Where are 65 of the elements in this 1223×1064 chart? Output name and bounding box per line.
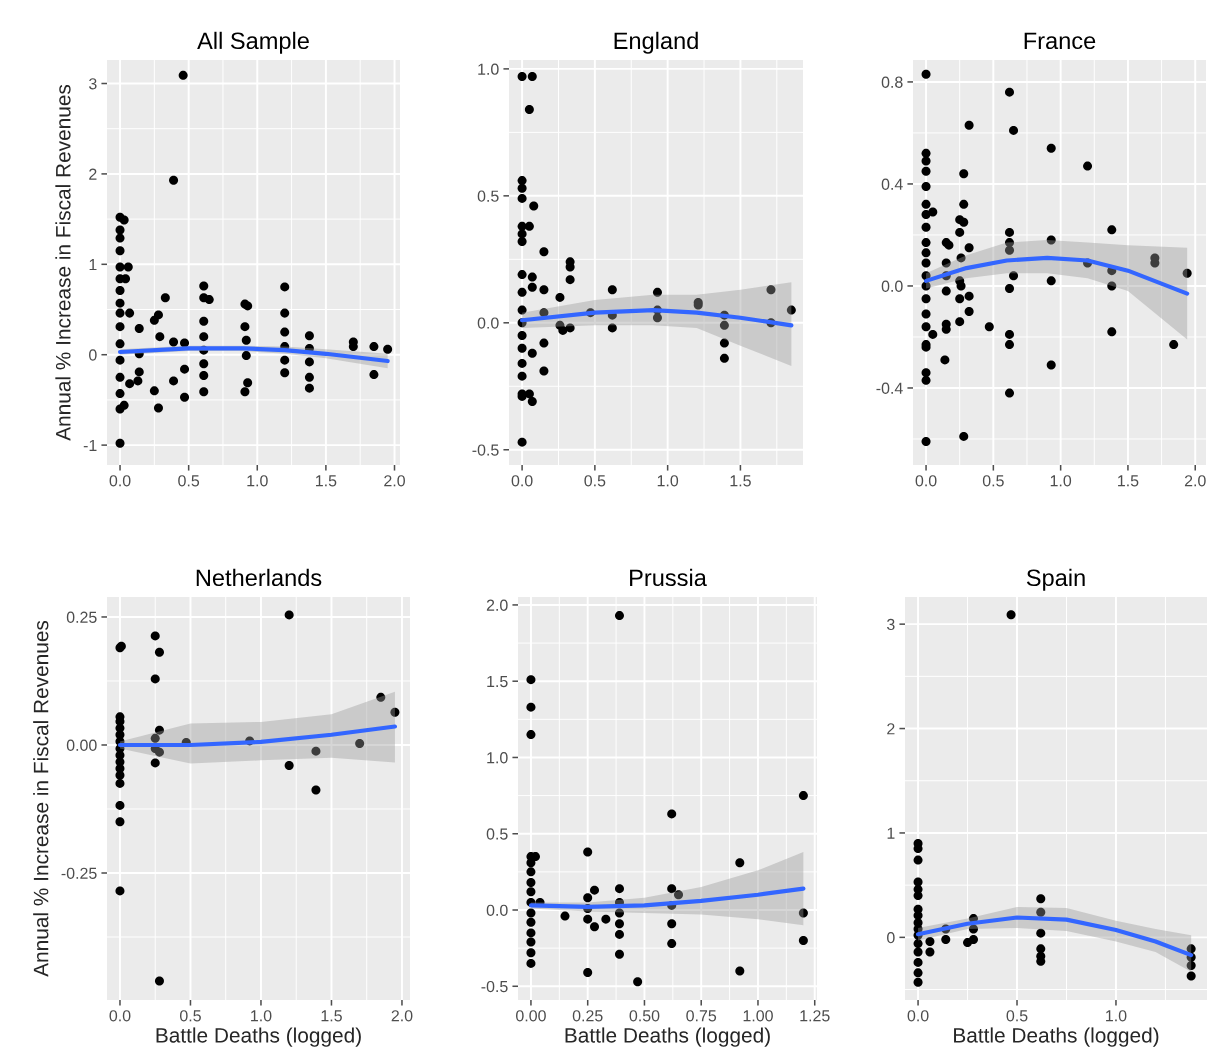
x-axis-title: Battle Deaths (logged)	[565, 1027, 770, 1047]
y-tick-label: 2	[89, 168, 97, 180]
x-tick-label: 1.0	[657, 475, 679, 487]
y-tick-label: 0	[887, 931, 895, 944]
x-tick-label: 1.25	[800, 1010, 830, 1022]
y-tick-label: 0.5	[486, 828, 508, 840]
x-tick-label: 1.5	[730, 475, 751, 487]
x-tick-label: 2.0	[384, 475, 405, 487]
y-tick-label: -0.5	[481, 980, 508, 993]
y-tick-label: -0.25	[61, 867, 97, 879]
y-tick-label: 0.0	[881, 280, 903, 292]
y-tick-label: -0.5	[472, 444, 499, 456]
x-tick-label: 0.5	[178, 475, 200, 487]
y-tick-label: 0	[89, 349, 97, 361]
y-tick-label: 2.0	[486, 599, 508, 611]
x-tick-label: 2.0	[391, 1010, 413, 1022]
x-tick-label: 0.0	[109, 1010, 131, 1022]
y-tick-label: 1	[89, 259, 97, 271]
y-tick-label: -1	[83, 439, 97, 451]
x-tick-label: 0.5	[584, 475, 606, 487]
x-tick-label: 2.0	[1184, 475, 1206, 487]
chart-title: Prussia	[630, 568, 707, 587]
y-tick-label: 1	[887, 827, 895, 839]
x-tick-label: 0.50	[629, 1010, 660, 1022]
chart-title: Netherlands	[196, 568, 322, 587]
y-tick-label: 0.25	[66, 611, 97, 623]
y-tick-label: 0.8	[881, 76, 903, 88]
y-tick-label: 0.00	[66, 739, 97, 751]
x-tick-label: 0.00	[516, 1010, 546, 1022]
chart-title: France	[1024, 32, 1096, 50]
x-tick-label: 0.0	[511, 475, 533, 487]
chart-title: Spain	[1026, 568, 1085, 591]
x-tick-label: 0.0	[915, 475, 937, 487]
x-tick-label: 1.5	[321, 1010, 342, 1022]
x-tick-label: 1.0	[251, 1010, 272, 1022]
y-tick-label: 0.4	[881, 178, 903, 190]
x-tick-label: 1.5	[316, 475, 337, 487]
y-tick-label: 0.0	[477, 317, 499, 329]
x-tick-label: 1.0	[247, 475, 268, 487]
x-tick-label: 0.25	[572, 1010, 603, 1022]
x-tick-label: 0.75	[686, 1010, 717, 1022]
chart-title: England	[614, 31, 698, 54]
x-tick-label: 1.5	[1118, 475, 1139, 487]
x-tick-label: 0.5	[982, 475, 1004, 487]
x-tick-label: 1.00	[743, 1010, 773, 1022]
y-tick-label: 1.0	[478, 63, 499, 75]
x-axis-title: Battle Deaths (logged)	[156, 1027, 361, 1047]
y-tick-label: 0.0	[486, 904, 508, 916]
y-tick-label: 1.5	[487, 676, 508, 688]
y-tick-label: 2	[887, 723, 895, 735]
y-tick-label: 3	[89, 78, 97, 90]
x-tick-label: 0.0	[109, 475, 131, 487]
x-tick-label: 1.0	[1106, 1010, 1127, 1022]
chart-title: All Sample	[197, 31, 309, 54]
x-tick-label: 0.5	[179, 1010, 201, 1022]
x-axis-title: Battle Deaths (logged)	[954, 1027, 1159, 1047]
y-tick-label: -0.4	[876, 382, 903, 394]
x-tick-label: 1.0	[1050, 475, 1072, 487]
y-axis-title: Annual % Increase in Fiscal Revenues	[33, 620, 49, 977]
y-tick-label: 0.5	[477, 190, 499, 202]
x-tick-label: 0.5	[1006, 1010, 1028, 1022]
y-axis-title: Annual % Increase in Fiscal Revenues	[55, 84, 71, 441]
y-tick-label: 1.0	[487, 752, 508, 764]
y-tick-label: 3	[887, 618, 895, 631]
x-tick-label: 0.0	[907, 1010, 929, 1022]
